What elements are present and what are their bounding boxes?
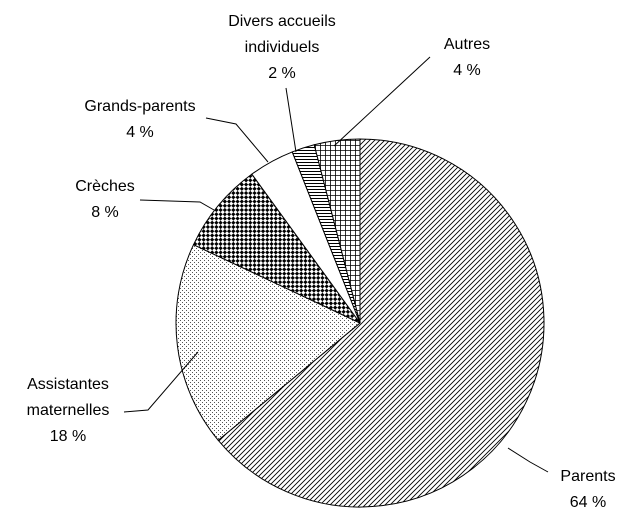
- value-label: 64 %: [569, 494, 607, 511]
- value-label: 8 %: [91, 204, 119, 221]
- pie-slice: [192, 173, 361, 324]
- value-label: 2 %: [268, 65, 296, 82]
- slice-label: Grands-parents 4 %: [60, 94, 220, 146]
- slice-label: Crèches 8 %: [60, 174, 150, 226]
- leader-line: [205, 117, 269, 163]
- pie-slice: [175, 243, 361, 441]
- value-label: 4 %: [453, 62, 481, 79]
- category-label: Crèches: [75, 178, 135, 195]
- category-label: Autres: [443, 36, 491, 53]
- leader-line: [507, 447, 549, 473]
- category-label: Grands-parents: [84, 98, 196, 115]
- slice-label: Assistantes maternelles 18 %: [13, 372, 123, 450]
- category-label: Divers accueils individuels: [228, 13, 336, 56]
- leader-line: [123, 351, 199, 413]
- category-label: Assistantes maternelles: [26, 376, 110, 419]
- pie-slice: [217, 138, 545, 508]
- category-label: Parents: [560, 468, 616, 485]
- leader-line: [139, 199, 215, 211]
- value-label: 18 %: [49, 428, 87, 445]
- leader-line: [285, 87, 297, 153]
- value-label: 4 %: [126, 124, 154, 141]
- slice-label: Divers accueils individuels 2 %: [212, 9, 352, 87]
- slice-label: Autres 4 %: [422, 32, 512, 84]
- leader-line: [333, 56, 431, 147]
- pie-slice: [313, 138, 361, 324]
- leader-lines: [123, 56, 549, 473]
- slice-label: Parents 64 %: [543, 464, 626, 516]
